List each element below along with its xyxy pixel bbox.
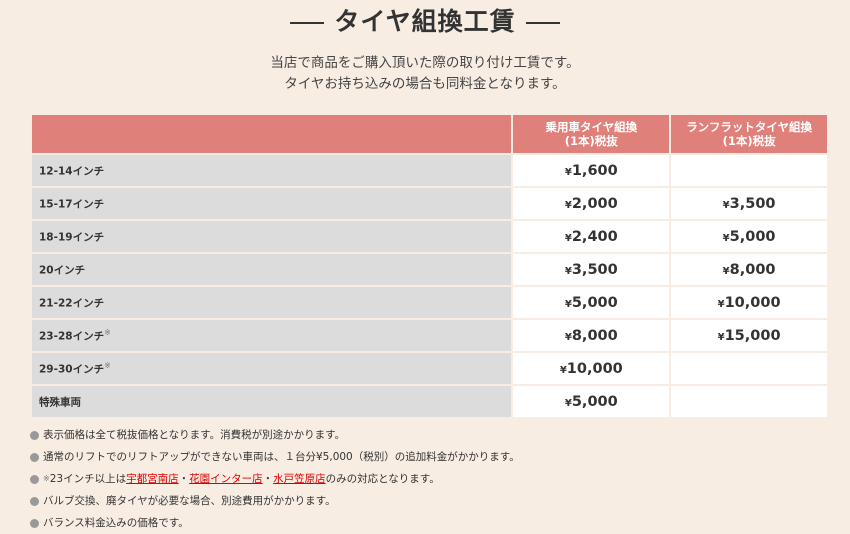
size-label: 29-30インチ※	[29, 351, 514, 386]
title-text: タイヤ組換工賃	[334, 7, 516, 36]
title-dash	[290, 22, 325, 24]
bullet-icon	[30, 452, 39, 462]
passenger-price: ¥1,600	[511, 153, 672, 188]
table-row: 特殊車両 ¥5,000	[29, 384, 829, 419]
note-item: ※ 23インチ以上は 宇都宮南店・花園インター店・水戸笠原店 のみの対応となります。	[30, 468, 520, 490]
size-label: 特殊車両	[29, 384, 514, 419]
passenger-price: ¥8,000	[511, 318, 672, 353]
page-title: タイヤ組換工賃	[0, 2, 850, 38]
table-row: 23-28インチ※ ¥8,000 ¥15,000	[29, 318, 829, 353]
store-link-mito[interactable]: 水戸笠原店	[273, 473, 326, 485]
price-table: 乗用車タイヤ組換 (1本)税抜 ランフラットタイヤ組換 (1本)税抜 12-14イン…	[29, 113, 829, 419]
size-label: 15-17インチ	[29, 186, 514, 221]
table-row: 18-19インチ ¥2,400 ¥5,000	[29, 219, 829, 254]
runflat-price	[669, 153, 829, 188]
table-row: 12-14インチ ¥1,600	[29, 153, 829, 188]
note-item: バルブ交換、廃タイヤが必要な場合、別途費用がかかります。	[30, 490, 520, 512]
passenger-price: ¥5,000	[511, 285, 672, 320]
note-item: 通常のリフトでのリフトアップができない車両は、１台分¥5,000（税別）の追加料…	[30, 446, 520, 468]
note-item: 表示価格は全て税抜価格となります。消費税が別途かかります。	[30, 424, 520, 446]
store-link-hanazono[interactable]: 花園インター店	[189, 473, 263, 485]
table-row: 29-30インチ※ ¥10,000	[29, 351, 829, 386]
table-row: 20インチ ¥3,500 ¥8,000	[29, 252, 829, 287]
header-runflat: ランフラットタイヤ組換 (1本)税抜	[669, 113, 829, 155]
runflat-price: ¥5,000	[669, 219, 829, 254]
passenger-price: ¥2,400	[511, 219, 672, 254]
runflat-price: ¥8,000	[669, 252, 829, 287]
bullet-icon	[30, 430, 39, 440]
passenger-price: ¥10,000	[511, 351, 672, 386]
size-label: 12-14インチ	[29, 153, 514, 188]
subtitle: 当店で商品をご購入頂いた際の取り付け工賃です。 タイヤお持ち込みの場合も同料金と…	[0, 53, 850, 95]
passenger-price: ¥5,000	[511, 384, 672, 419]
passenger-price: ¥3,500	[511, 252, 672, 287]
size-label: 21-22インチ	[29, 285, 514, 320]
runflat-price	[669, 351, 829, 386]
runflat-price: ¥10,000	[669, 285, 829, 320]
bullet-icon	[30, 496, 39, 506]
notes-list: 表示価格は全て税抜価格となります。消費税が別途かかります。 通常のリフトでのリフ…	[30, 424, 520, 534]
subtitle-line: タイヤお持ち込みの場合も同料金となります。	[284, 76, 566, 92]
table-row: 15-17インチ ¥2,000 ¥3,500	[29, 186, 829, 221]
runflat-price: ¥3,500	[669, 186, 829, 221]
size-label: 23-28インチ※	[29, 318, 514, 353]
subtitle-line: 当店で商品をご購入頂いた際の取り付け工賃です。	[270, 55, 580, 71]
runflat-price: ¥15,000	[669, 318, 829, 353]
size-label: 20インチ	[29, 252, 514, 287]
size-label: 18-19インチ	[29, 219, 514, 254]
note-item: バランス料金込みの価格です。	[30, 512, 520, 534]
runflat-price	[669, 384, 829, 419]
store-link-utsunomiya[interactable]: 宇都宮南店	[126, 473, 179, 485]
bullet-icon	[30, 518, 39, 528]
passenger-price: ¥2,000	[511, 186, 672, 221]
title-dash	[525, 22, 560, 24]
bullet-icon	[30, 474, 39, 484]
table-row: 21-22インチ ¥5,000 ¥10,000	[29, 285, 829, 320]
header-size	[29, 113, 514, 155]
header-passenger: 乗用車タイヤ組換 (1本)税抜	[511, 113, 672, 155]
